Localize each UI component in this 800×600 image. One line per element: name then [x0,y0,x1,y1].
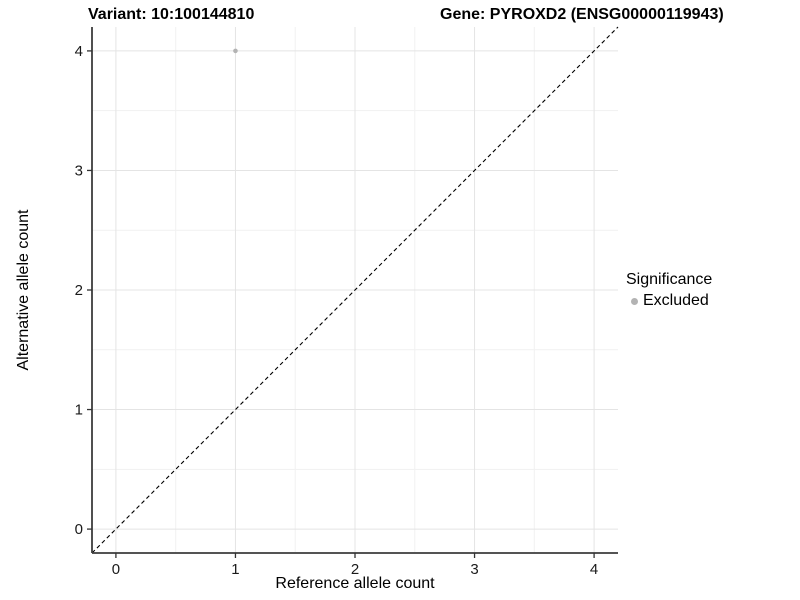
legend-title: Significance [626,271,713,288]
identity-line [91,26,619,554]
y-tick-label: 3 [75,162,83,179]
y-tick-label: 0 [75,521,83,538]
x-axis-title: Reference allele count [275,575,435,592]
x-tick-label: 4 [590,561,598,578]
y-axis-title: Alternative allele count [15,209,32,371]
x-tick-label: 1 [231,561,239,578]
legend: Significance Excluded [626,271,712,310]
x-tick-label: 2 [351,561,359,578]
legend-entry-label: Excluded [643,292,709,309]
x-tick-label: 3 [470,561,478,578]
y-tick-label: 4 [75,43,83,60]
plot-title-variant: Variant: 10:100144810 [88,6,255,23]
data-point [233,48,238,54]
excluded-point-icon [631,297,638,305]
x-tick-label: 0 [112,561,120,578]
y-tick-label: 2 [75,282,83,299]
legend-entry-excluded: Excluded [626,292,712,310]
y-tick-label: 1 [75,402,83,419]
plot-title-gene: Gene: PYROXD2 (ENSG00000119943) [440,6,724,23]
